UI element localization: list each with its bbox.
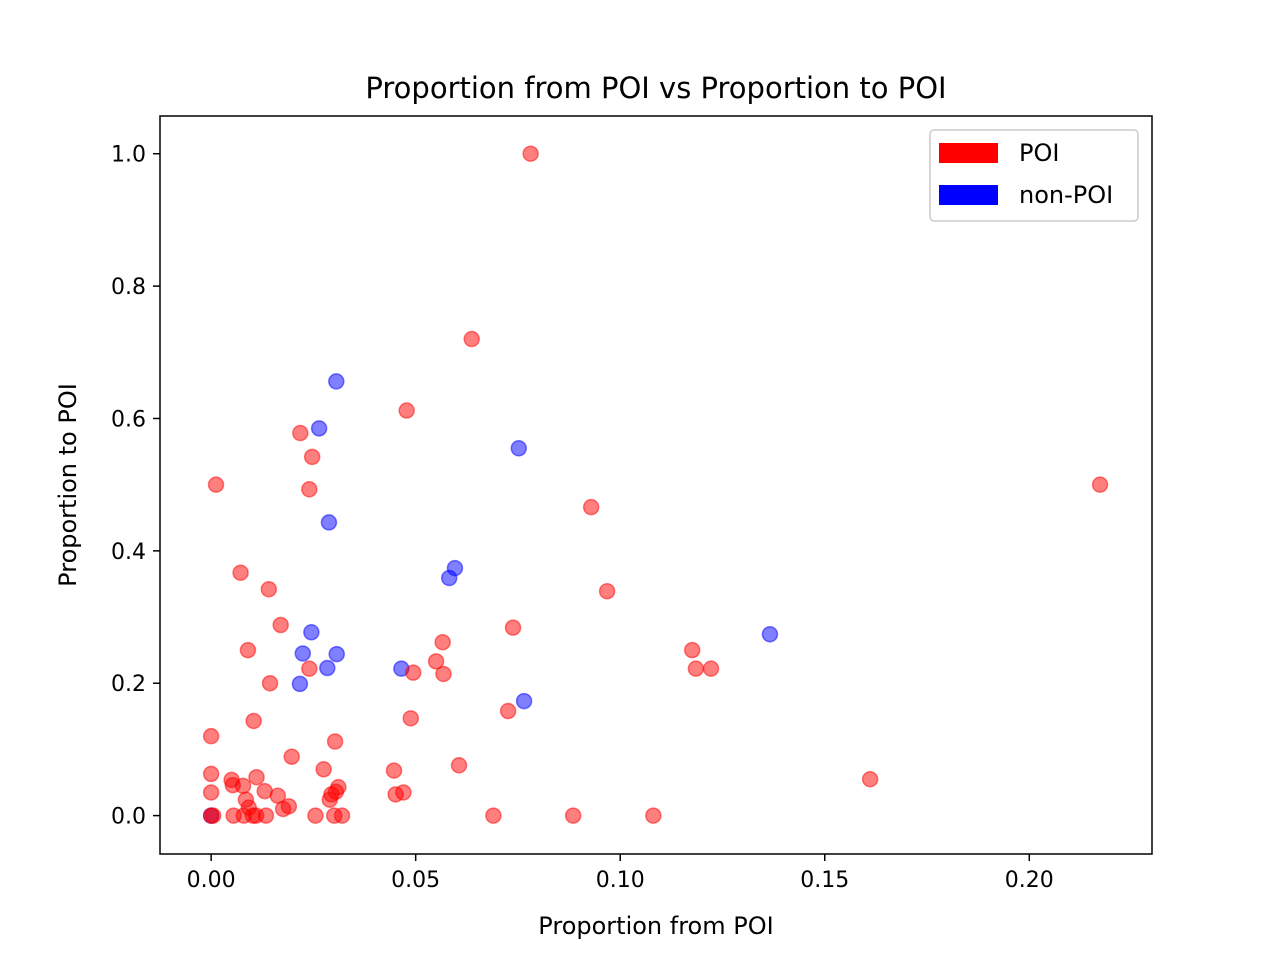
point-poi xyxy=(435,665,452,683)
legend-label-non-poi: non-POI xyxy=(1019,181,1113,209)
point-poi xyxy=(1091,476,1109,493)
point-poi xyxy=(427,653,445,670)
y-axis-label: Proportion to POI xyxy=(54,383,82,587)
point-poi xyxy=(202,784,220,801)
point-poi xyxy=(292,424,309,442)
point-poi xyxy=(301,660,318,677)
point-poi xyxy=(303,448,321,466)
point-poi xyxy=(202,727,220,745)
point-poi xyxy=(321,791,339,808)
point-poi xyxy=(404,664,422,681)
point-non-poi xyxy=(440,569,458,587)
point-poi xyxy=(315,761,332,778)
legend-label-poi: POI xyxy=(1019,139,1059,167)
point-poi xyxy=(274,800,292,818)
point-poi xyxy=(385,762,403,779)
point-poi xyxy=(598,582,616,600)
x-tick-label: 0.20 xyxy=(1005,868,1054,893)
point-non-poi xyxy=(328,373,345,390)
chart-title: Proportion from POI vs Proportion to POI xyxy=(365,71,946,105)
point-poi xyxy=(434,633,451,651)
point-poi xyxy=(702,660,720,677)
point-poi xyxy=(232,564,249,581)
y-tick-label: 0.0 xyxy=(111,805,146,830)
point-poi xyxy=(683,641,701,659)
point-non-poi xyxy=(510,440,528,457)
point-poi xyxy=(450,757,468,774)
y-tick-label: 1.0 xyxy=(111,143,146,168)
point-poi xyxy=(257,807,275,824)
legend-swatch-poi xyxy=(939,143,998,163)
point-non-poi xyxy=(310,420,328,437)
point-non-poi xyxy=(319,659,336,677)
x-tick-label: 0.10 xyxy=(596,868,645,893)
point-poi xyxy=(645,807,662,824)
point-poi xyxy=(272,616,289,634)
point-non-poi xyxy=(320,514,338,531)
point-poi xyxy=(463,330,480,348)
point-poi xyxy=(333,807,351,824)
x-tick-label: 0.05 xyxy=(391,868,440,893)
point-poi xyxy=(687,660,705,677)
point-poi xyxy=(245,712,262,730)
point-poi xyxy=(202,765,220,783)
x-tick-label: 0.00 xyxy=(187,868,236,893)
point-poi xyxy=(261,674,279,692)
point-poi xyxy=(504,619,522,636)
point-poi xyxy=(402,710,420,727)
point-poi xyxy=(326,733,344,750)
point-non-poi xyxy=(294,645,312,662)
point-poi xyxy=(387,786,404,803)
point-poi xyxy=(522,145,539,162)
y-tick-label: 0.2 xyxy=(111,672,146,697)
data-points xyxy=(202,145,1109,824)
point-non-poi xyxy=(291,675,309,693)
point-poi xyxy=(204,807,222,824)
point-poi xyxy=(499,702,517,720)
point-poi xyxy=(564,807,582,824)
point-poi xyxy=(207,476,225,493)
point-poi xyxy=(260,580,278,598)
point-poi xyxy=(239,641,257,659)
point-poi xyxy=(248,768,265,786)
point-non-poi xyxy=(328,645,345,663)
axis-ticks: 0.00 0.05 0.10 0.15 0.20 0.0 0.2 0.4 0.6 0.8 1.0 xyxy=(111,143,1054,893)
point-poi xyxy=(301,481,318,498)
x-axis-label: Proportion from POI xyxy=(538,912,773,940)
point-poi xyxy=(283,748,300,765)
point-non-poi xyxy=(515,692,533,710)
y-tick-label: 0.6 xyxy=(111,407,146,432)
point-poi xyxy=(234,777,252,795)
point-non-poi xyxy=(761,626,779,643)
plot-frame xyxy=(159,115,1153,855)
legend: POI non-POI xyxy=(929,129,1139,222)
point-poi xyxy=(582,498,600,516)
point-poi xyxy=(485,807,502,824)
point-poi xyxy=(861,770,879,788)
point-poi xyxy=(398,402,415,419)
x-tick-label: 0.15 xyxy=(800,868,849,893)
point-non-poi xyxy=(303,624,320,641)
y-tick-label: 0.8 xyxy=(111,275,146,300)
point-poi xyxy=(307,807,324,824)
legend-swatch-non-poi xyxy=(939,185,998,205)
y-tick-label: 0.4 xyxy=(111,540,146,565)
